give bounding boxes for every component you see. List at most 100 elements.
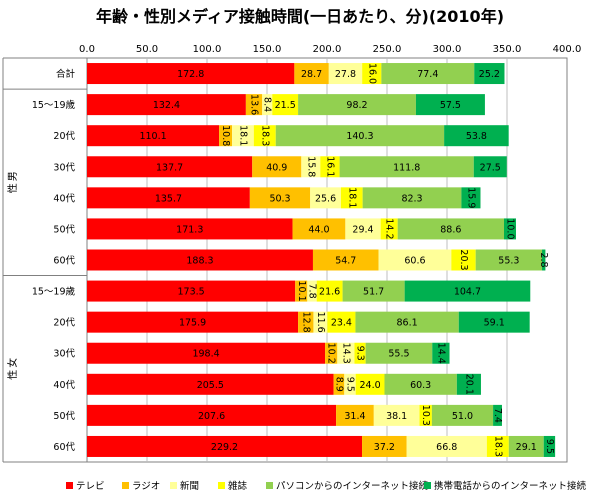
data-label: 21.5 <box>275 100 296 111</box>
bar-segment <box>431 404 494 426</box>
data-label: 55.5 <box>388 349 409 360</box>
bar-segment <box>87 94 246 116</box>
bar-segment <box>339 156 474 178</box>
data-label: 13.6 <box>249 94 260 115</box>
bar-segment <box>245 94 263 116</box>
data-label: 14.2 <box>384 218 395 239</box>
bar-segment <box>344 373 356 395</box>
data-label: 104.7 <box>454 287 481 298</box>
data-label: 66.8 <box>436 442 457 453</box>
data-label: 9.5 <box>544 439 555 454</box>
bar-segment <box>327 311 356 333</box>
bar-segment <box>355 311 459 333</box>
data-label: 20.3 <box>458 249 469 270</box>
data-label: 77.4 <box>417 69 438 80</box>
category-label: 60代 <box>53 442 75 453</box>
category-label: 40代 <box>53 193 75 204</box>
data-label: 98.2 <box>346 100 367 111</box>
data-label: 21.6 <box>319 287 340 298</box>
bar-segment <box>508 435 544 457</box>
data-label: 51.0 <box>452 411 473 422</box>
bar-segment <box>312 249 379 271</box>
data-label: 88.6 <box>440 224 461 235</box>
bar-segment <box>325 342 338 364</box>
bar-segment <box>451 249 476 271</box>
data-label: 28.7 <box>301 69 322 80</box>
bar-segment <box>87 63 295 85</box>
category-label: 15～19歳 <box>32 286 76 298</box>
bar-segment <box>336 404 374 426</box>
x-tick-label: 50.0 <box>136 44 158 55</box>
bar-segment <box>295 280 308 302</box>
bar-segment <box>504 218 516 240</box>
legend-label: テレビ <box>76 481 105 492</box>
bar-segment <box>406 435 487 457</box>
data-label: 198.4 <box>192 349 219 360</box>
bar-segment <box>87 156 253 178</box>
data-label: 60.3 <box>410 380 431 391</box>
bar-segment <box>342 280 405 302</box>
bar-segment <box>373 404 420 426</box>
data-label: 50.3 <box>269 193 290 204</box>
bar-segment <box>380 218 398 240</box>
bar-segment <box>87 373 334 395</box>
data-label: 2.8 <box>538 252 549 267</box>
data-label: 29.1 <box>516 442 537 453</box>
data-label: 188.3 <box>186 256 213 267</box>
legend-swatch <box>218 482 225 489</box>
bar-segment <box>87 218 293 240</box>
data-label: 140.3 <box>346 131 373 142</box>
bar-segment <box>456 373 481 395</box>
bar-segment <box>354 342 366 364</box>
x-tick-label: 350.0 <box>493 44 522 55</box>
data-label: 38.1 <box>386 411 407 422</box>
category-label: 50代 <box>53 224 75 235</box>
bar-segment <box>333 373 345 395</box>
data-label: 8.9 <box>333 377 344 392</box>
data-label: 15.8 <box>305 156 316 177</box>
data-label: 40.9 <box>266 162 287 173</box>
data-label: 51.7 <box>363 287 384 298</box>
data-label: 20.1 <box>463 374 474 395</box>
bar-segment <box>362 435 407 457</box>
data-label: 16.0 <box>366 63 377 84</box>
x-tick-label: 400.0 <box>553 44 582 55</box>
data-label: 12.8 <box>300 312 311 333</box>
bar-segment <box>474 63 505 85</box>
data-label: 25.2 <box>479 69 500 80</box>
data-label: 15.9 <box>465 187 476 208</box>
category-label: 30代 <box>53 162 75 173</box>
legend-label: 新聞 <box>180 480 199 492</box>
legend-swatch <box>66 482 73 489</box>
data-label: 10.8 <box>220 125 231 146</box>
category-label: 40代 <box>53 380 75 391</box>
data-label: 175.9 <box>179 318 206 329</box>
category-label: 30代 <box>53 349 75 360</box>
bar-segment <box>542 249 546 271</box>
data-label: 173.5 <box>177 287 204 298</box>
data-label: 11.6 <box>315 312 326 333</box>
data-label: 172.8 <box>177 69 204 80</box>
bar-segment <box>345 218 381 240</box>
bar-segment <box>444 125 509 147</box>
bar-segment <box>328 63 363 85</box>
bar-segment <box>262 94 273 116</box>
bar-segment <box>249 187 311 209</box>
data-label: 23.4 <box>331 318 352 329</box>
bar-segment <box>415 94 485 116</box>
bar-segment <box>378 249 452 271</box>
data-label: 137.7 <box>156 162 183 173</box>
data-label: 25.6 <box>315 193 336 204</box>
bar-segment <box>493 404 502 426</box>
data-label: 16.1 <box>324 156 335 177</box>
bar-segment <box>384 373 457 395</box>
bar-segment <box>316 280 343 302</box>
category-label: 60代 <box>53 256 75 267</box>
bar-segment <box>340 187 363 209</box>
data-label: 171.3 <box>176 224 203 235</box>
category-label: 50代 <box>53 411 75 422</box>
data-label: 57.5 <box>440 100 461 111</box>
x-tick-label: 150.0 <box>253 44 282 55</box>
x-tick-label: 0.0 <box>79 44 95 55</box>
bar-segment <box>381 63 475 85</box>
